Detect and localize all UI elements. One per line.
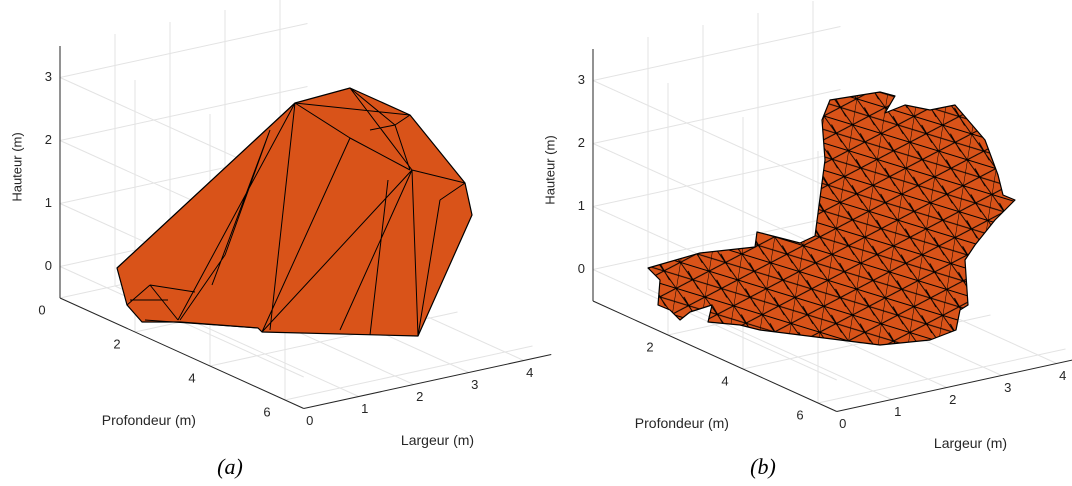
label-layer: 0 1 2 3 0 2 4 6 0 1 2 3 4 Hauteur (m) Profondeur (m) La… bbox=[9, 69, 1066, 479]
grid-line bbox=[59, 23, 308, 78]
x-tick-label: 2 bbox=[416, 389, 423, 404]
y-tick-label: 2 bbox=[646, 339, 653, 354]
x-axis-line bbox=[303, 354, 552, 409]
y-tick-label: 6 bbox=[263, 404, 270, 419]
x-tick-label: 3 bbox=[471, 377, 478, 392]
x-axis-label: Largeur (m) bbox=[934, 435, 1007, 451]
caption: (b) bbox=[750, 454, 776, 479]
x-tick-label: 4 bbox=[1059, 368, 1066, 383]
z-axis-label: Hauteur (m) bbox=[542, 135, 557, 204]
y-axis-line bbox=[59, 297, 304, 409]
x-axis-line bbox=[836, 359, 1072, 412]
mesh-a bbox=[116, 87, 473, 337]
y-tick-label: 0 bbox=[38, 302, 45, 317]
z-tick-label: 3 bbox=[578, 72, 585, 87]
x-axis-label: Largeur (m) bbox=[401, 432, 474, 448]
grid-line bbox=[592, 152, 841, 207]
y-tick-label: 2 bbox=[113, 336, 120, 351]
grid-line bbox=[592, 143, 837, 255]
grid-line bbox=[592, 269, 837, 381]
x-tick-label: 3 bbox=[1004, 380, 1011, 395]
grid-line bbox=[592, 26, 841, 81]
mesh-edges bbox=[116, 87, 466, 337]
grid-line bbox=[592, 215, 841, 270]
grid-line bbox=[592, 80, 837, 192]
z-tick-label: 0 bbox=[578, 261, 585, 276]
z-tick-label: 0 bbox=[45, 258, 52, 273]
z-tick-label: 1 bbox=[578, 198, 585, 213]
z-tick-label: 1 bbox=[45, 195, 52, 210]
grid-line bbox=[592, 89, 841, 144]
z-tick-label: 3 bbox=[45, 69, 52, 84]
x-tick-label: 1 bbox=[894, 404, 901, 419]
y-axis-label: Profondeur (m) bbox=[635, 415, 729, 431]
x-tick-label: 1 bbox=[361, 401, 368, 416]
grid-line bbox=[59, 86, 308, 141]
y-tick-label: 4 bbox=[721, 373, 728, 388]
x-tick-label: 4 bbox=[526, 365, 533, 380]
x-tick-label: 2 bbox=[949, 392, 956, 407]
grid-line bbox=[284, 345, 533, 401]
z-tick-label: 2 bbox=[578, 135, 585, 150]
x-tick-label: 0 bbox=[839, 416, 846, 431]
z-axis-label: Hauteur (m) bbox=[9, 132, 24, 201]
y-axis-label: Profondeur (m) bbox=[102, 412, 196, 428]
grid-line bbox=[817, 348, 1066, 404]
y-tick-label: 6 bbox=[796, 407, 803, 422]
y-axis-line bbox=[592, 300, 837, 412]
z-tick-label: 2 bbox=[45, 132, 52, 147]
caption: (a) bbox=[217, 454, 243, 479]
x-tick-label: 0 bbox=[306, 413, 313, 428]
y-tick-label: 4 bbox=[188, 370, 195, 385]
